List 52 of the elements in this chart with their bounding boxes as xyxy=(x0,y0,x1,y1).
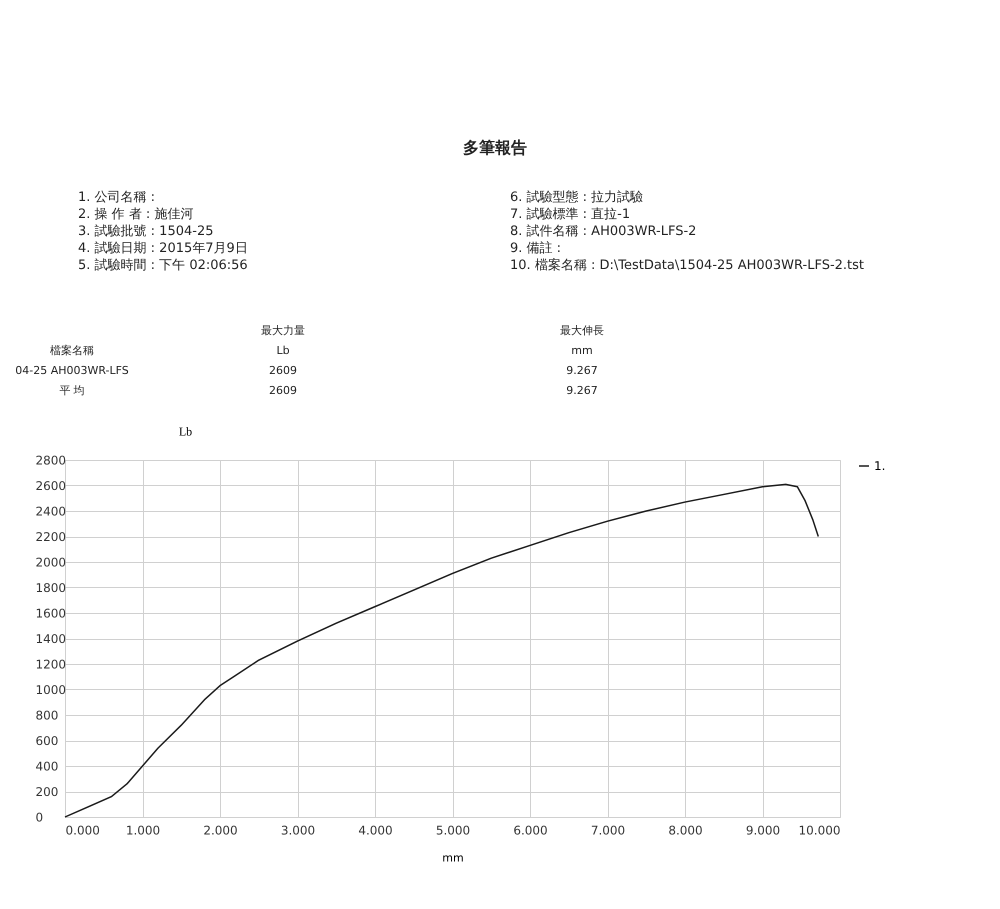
x-tick-label: 2.000 xyxy=(203,824,238,838)
text: 7. 試驗標準 : 直拉-1 xyxy=(510,207,630,222)
y-tick-label: 2000 xyxy=(36,556,66,570)
x-tick-label: 10.000 xyxy=(798,824,840,838)
y-tick-label: 400 xyxy=(36,760,58,774)
y-tick-label: 1000 xyxy=(36,683,66,697)
text: 1. 公司名稱 : xyxy=(78,190,156,205)
y-tick-label: 2600 xyxy=(36,479,66,493)
legend-label: 1. xyxy=(874,459,886,473)
text: 檔案名稱 xyxy=(50,344,94,357)
x-tick-label: 9.000 xyxy=(746,824,780,838)
text: 3. 試驗批號 : 1504-25 xyxy=(78,224,214,239)
text: 4. 試驗日期 : 2015年7月9日 xyxy=(78,241,248,256)
y-tick-label: 800 xyxy=(36,708,58,722)
x-tick-label: 7.000 xyxy=(590,824,626,838)
text: Lb xyxy=(276,344,290,357)
x-tick-label: 8.000 xyxy=(668,824,703,838)
x-tick-label: 0.000 xyxy=(66,824,100,838)
y-tick-label: 1600 xyxy=(36,606,66,620)
x-tick-label: 1.000 xyxy=(126,824,160,838)
x-tick-label: 5.000 xyxy=(436,824,470,838)
x-tick-label: 4.000 xyxy=(358,824,393,838)
text: 2609 xyxy=(269,384,297,397)
text: 8. 試件名稱 : AH003WR-LFS-2 xyxy=(510,224,696,239)
y-tick-label: 2800 xyxy=(36,454,66,468)
y-tick-label: 1400 xyxy=(36,632,66,646)
y-tick-label: 200 xyxy=(36,785,58,799)
chart-title: 多筆報告 xyxy=(463,138,527,157)
y-tick-label: 1200 xyxy=(36,658,66,672)
text: 9.267 xyxy=(566,364,598,377)
x-tick-label: 3.000 xyxy=(280,824,316,838)
x-tick-label: 6.000 xyxy=(513,824,548,838)
x-axis-title: mm xyxy=(442,852,464,864)
text: 9.267 xyxy=(566,384,598,397)
text: 2. 操 作 者 : 施佳河 xyxy=(78,207,194,222)
y-tick-label: 1800 xyxy=(36,581,66,595)
text: 04-25 AH003WR-LFS xyxy=(15,364,129,377)
y-tick-label: 0 xyxy=(36,810,44,824)
text: 最大力量 xyxy=(261,324,305,337)
text: 最大伸長 xyxy=(560,324,604,337)
text: 6. 試驗型態 : 拉力試驗 xyxy=(510,190,644,205)
y-tick-label: 2200 xyxy=(36,530,66,544)
line-series xyxy=(64,484,820,818)
y-axis-title: Lb xyxy=(178,424,192,438)
text: mm xyxy=(571,344,593,357)
y-tick-label: 600 xyxy=(36,734,58,748)
text: 9. 備註 : xyxy=(510,241,562,256)
text: 平 均 xyxy=(59,384,85,397)
text: 10. 檔案名稱 : D:\TestData\1504-25 AH003WR-LFS-2.tst xyxy=(510,257,864,273)
text: 2609 xyxy=(269,364,297,377)
text: 5. 試驗時間 : 下午 02:06:56 xyxy=(78,258,248,273)
y-tick-label: 2400 xyxy=(36,504,66,518)
